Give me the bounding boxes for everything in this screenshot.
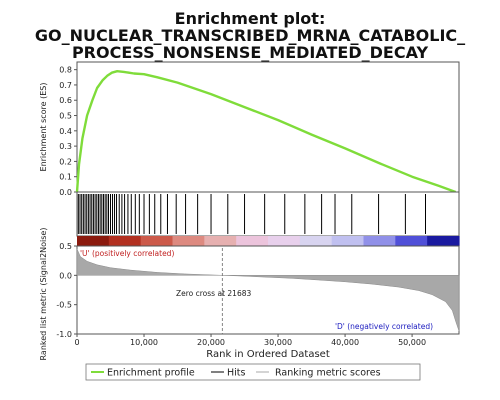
metric-series xyxy=(76,248,460,332)
chart-title-line-2: GO_NUCLEAR_TRANSCRIBED_MRNA_CATABOLIC_ xyxy=(35,26,465,45)
metric-y-tick-label: 0.5 xyxy=(59,242,72,251)
es-y-axis: 0.0 0.1 0.2 0.3 0.4 0.5 0.6 0.7 0.8 xyxy=(59,66,77,197)
rank-band-segment xyxy=(395,236,428,246)
x-tick-label: 30,000 xyxy=(264,338,292,347)
x-axis-label: Rank in Ordered Dataset xyxy=(206,349,330,360)
es-series xyxy=(75,69,457,194)
es-y-tick-label: 0.3 xyxy=(59,142,72,151)
es-y-tick-label: 0.7 xyxy=(59,81,72,90)
metric-y-tick-label: -0.5 xyxy=(56,301,72,310)
x-tick-label: 20,000 xyxy=(197,338,225,347)
rank-band-segment xyxy=(172,236,205,246)
metric-y-tick-label: -1.0 xyxy=(56,330,72,339)
chart-title-line-3: PROCESS_NONSENSE_MEDIATED_DECAY xyxy=(72,43,428,62)
es-y-tick-label: 0.8 xyxy=(59,66,72,75)
legend-label-hits: Hits xyxy=(227,368,246,379)
negative-annotation: 'D' (negatively correlated) xyxy=(335,322,433,331)
metric-area-fill xyxy=(76,248,460,332)
positive-annotation: 'U' (positively correlated) xyxy=(80,249,174,258)
rank-color-band xyxy=(77,236,460,246)
rank-band-segment xyxy=(140,236,174,246)
es-y-tick-label: 0.2 xyxy=(59,157,72,166)
es-y-tick-label: 0.5 xyxy=(59,112,72,121)
metric-ylabel: Ranked list metric (Signal2Noise) xyxy=(39,228,48,361)
es-y-tick-label: 0.6 xyxy=(59,96,72,105)
metric-y-axis: 0.5 0.0 -0.5 -1.0 xyxy=(56,242,77,339)
x-tick-label: 40,000 xyxy=(331,338,359,347)
es-y-tick-label: 0.0 xyxy=(59,188,72,197)
metric-y-tick-label: 0.0 xyxy=(59,271,72,280)
chart-title-line-1: Enrichment plot: xyxy=(175,9,326,28)
legend-label-enrichment-profile: Enrichment profile xyxy=(107,368,195,379)
es-y-tick-label: 0.4 xyxy=(59,127,72,136)
rank-band-segment xyxy=(331,236,365,246)
rank-band-segment xyxy=(236,236,269,246)
rank-band-segment xyxy=(77,236,110,246)
zero-cross-annotation: Zero cross at 21683 xyxy=(176,289,251,298)
metric-panel-frame xyxy=(76,245,460,335)
rank-band-segment xyxy=(363,236,396,246)
legend: Enrichment profile Hits Ranking metric s… xyxy=(85,363,421,381)
rank-band-segment xyxy=(268,236,301,246)
rank-band-segment xyxy=(427,236,460,246)
hits-marks xyxy=(77,194,426,234)
x-tick-label: 10,000 xyxy=(130,338,158,347)
es-ylabel: Enrichment score (ES) xyxy=(39,83,48,172)
metric-panel: 0.5 0.0 -0.5 -1.0 'U' (positively correlate… xyxy=(39,228,460,361)
es-line xyxy=(75,69,457,194)
rank-band-segment xyxy=(299,236,333,246)
x-tick-label: 50,000 xyxy=(398,338,426,347)
legend-label-ranking-metric: Ranking metric scores xyxy=(275,368,381,379)
hits-panel xyxy=(76,191,460,237)
x-axis: 0 10,000 20,000 30,000 40,000 50,000 xyxy=(74,334,426,347)
rank-band-segment xyxy=(108,236,142,246)
rank-band-segment xyxy=(204,236,237,246)
legend-frame xyxy=(85,363,421,381)
x-tick-label: 0 xyxy=(74,338,79,347)
es-y-tick-label: 0.1 xyxy=(59,173,72,182)
hits-panel-frame xyxy=(76,191,460,237)
es-panel: 0.0 0.1 0.2 0.3 0.4 0.5 0.6 0.7 0.8 Enrichment s… xyxy=(39,61,460,197)
